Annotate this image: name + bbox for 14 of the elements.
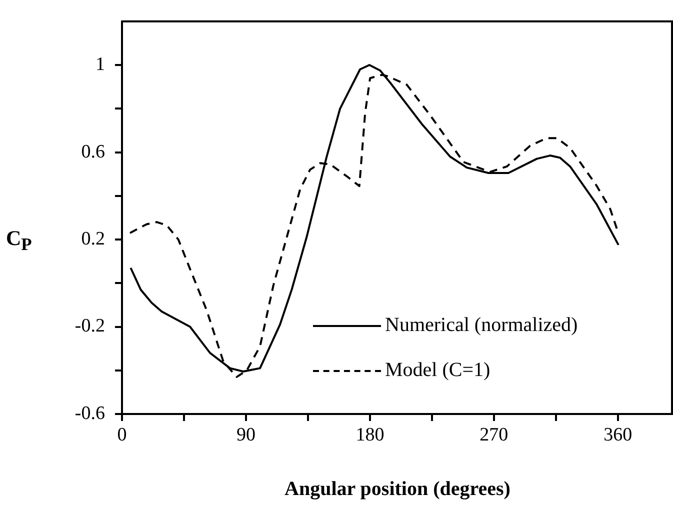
- x-tick-label: 360: [604, 424, 632, 446]
- y-tick-label: -0.6: [74, 402, 105, 424]
- x-tick-label: 270: [480, 424, 508, 446]
- x-tick-label: 180: [356, 424, 384, 446]
- y-tick-label: 0.2: [81, 228, 105, 250]
- y-tick-label: 0.6: [81, 141, 105, 162]
- x-tick-label: 90: [236, 424, 256, 446]
- legend-label: Numerical (normalized): [385, 314, 578, 337]
- legend-label: Model (C=1): [385, 359, 490, 382]
- x-axis-title: Angular position (degrees): [284, 478, 510, 500]
- y-tick-label: -0.2: [74, 316, 105, 337]
- x-tick-label: 0: [117, 424, 127, 446]
- y-axis-title: C$_{P}$: [6, 226, 32, 256]
- y-tick-label: 1: [96, 54, 105, 76]
